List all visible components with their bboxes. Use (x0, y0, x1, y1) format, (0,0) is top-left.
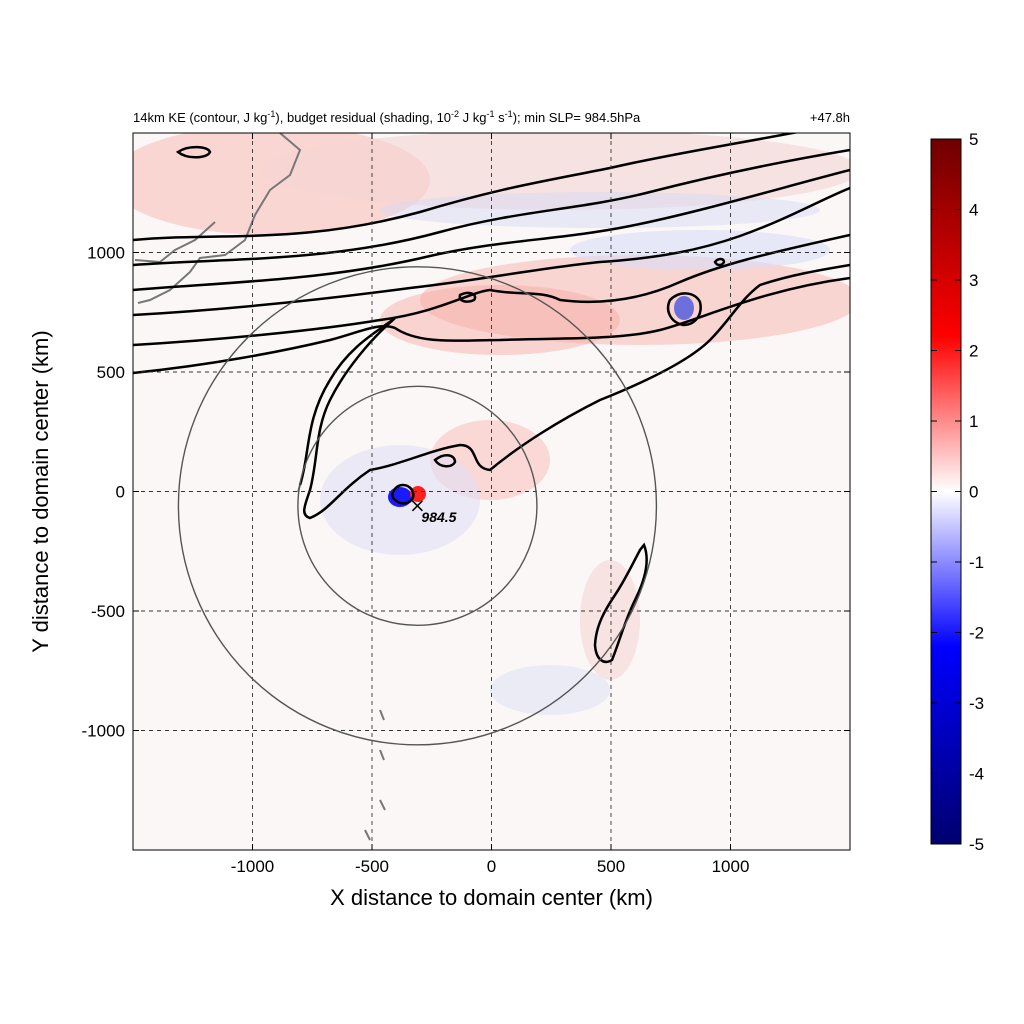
ke-contour (666, 292, 702, 327)
x-axis: -1000 -500 0 500 1000 (231, 133, 750, 876)
colorbar-tick-label: -1 (969, 553, 984, 572)
y-tick-label: -500 (91, 602, 125, 621)
ke-contour (133, 148, 850, 267)
y-tick-label: 1000 (87, 244, 125, 263)
x-tick-label: 1000 (712, 857, 750, 876)
ke-contour (433, 454, 457, 468)
y-axis-label: Y distance to domain center (km) (28, 330, 53, 652)
coastline (137, 133, 302, 304)
ke-contour (133, 168, 850, 292)
chart-title: 14km KE (contour, J kg-1), budget residu… (133, 109, 641, 125)
ke-contour (133, 133, 800, 242)
y-axis: -1000 -500 0 500 1000 (82, 244, 850, 741)
x-tick-label: 0 (487, 857, 496, 876)
coastlines (134, 133, 386, 841)
min-slp-label: 984.5 (421, 509, 456, 525)
y-tick-label: 0 (116, 483, 125, 502)
ke-contour (133, 186, 850, 317)
x-tick-label: -500 (355, 857, 389, 876)
shading-blob (260, 133, 850, 210)
colorbar-tick-label: -5 (969, 835, 984, 854)
colorbar-tick-label: 3 (969, 271, 978, 290)
shading-blob (420, 255, 850, 345)
x-tick-label: 500 (597, 857, 625, 876)
colorbar-tick-label: 0 (969, 483, 978, 502)
plot-area: 984.5 (133, 133, 850, 850)
colorbar-tick-label: 2 (969, 342, 978, 361)
ke-contour (458, 291, 477, 303)
range-circles (177, 266, 658, 746)
ke-contour (298, 263, 850, 520)
x-tick-label: -1000 (231, 857, 274, 876)
ke-contours (133, 133, 850, 664)
colorbar-ticks: 5 4 3 2 1 0 -1 -2 -3 -4 -5 (931, 130, 984, 854)
range-circle (177, 266, 658, 746)
y-tick-label: -1000 (82, 722, 125, 741)
ke-contour (391, 483, 415, 505)
shading-blob (570, 230, 830, 270)
storm-center-marker: 984.5 (411, 500, 457, 525)
colorbar-tick-label: 4 (969, 201, 978, 220)
ke-contour (713, 257, 726, 267)
shading-core-negative (674, 296, 694, 320)
forecast-hour: +47.8h (810, 110, 850, 125)
range-circle (297, 385, 538, 627)
coastline (134, 221, 216, 264)
colorbar-tick-label: 1 (969, 412, 978, 431)
colorbar-tick-label: -4 (969, 765, 984, 784)
shading-blob (380, 285, 620, 355)
x-axis-label: X distance to domain center (km) (330, 885, 653, 910)
coastline (364, 709, 386, 841)
ke-contour (133, 276, 850, 375)
shading-blob (490, 665, 610, 715)
center-cross (411, 500, 423, 512)
colorbar-tick-label: -2 (969, 624, 984, 643)
shading-blob (380, 192, 820, 228)
y-tick-label: 500 (97, 363, 125, 382)
colorbar-tick-label: -3 (969, 694, 984, 713)
ke-contour (175, 145, 212, 159)
colorbar-tick-label: 5 (969, 130, 978, 149)
ke-contour (133, 233, 850, 347)
